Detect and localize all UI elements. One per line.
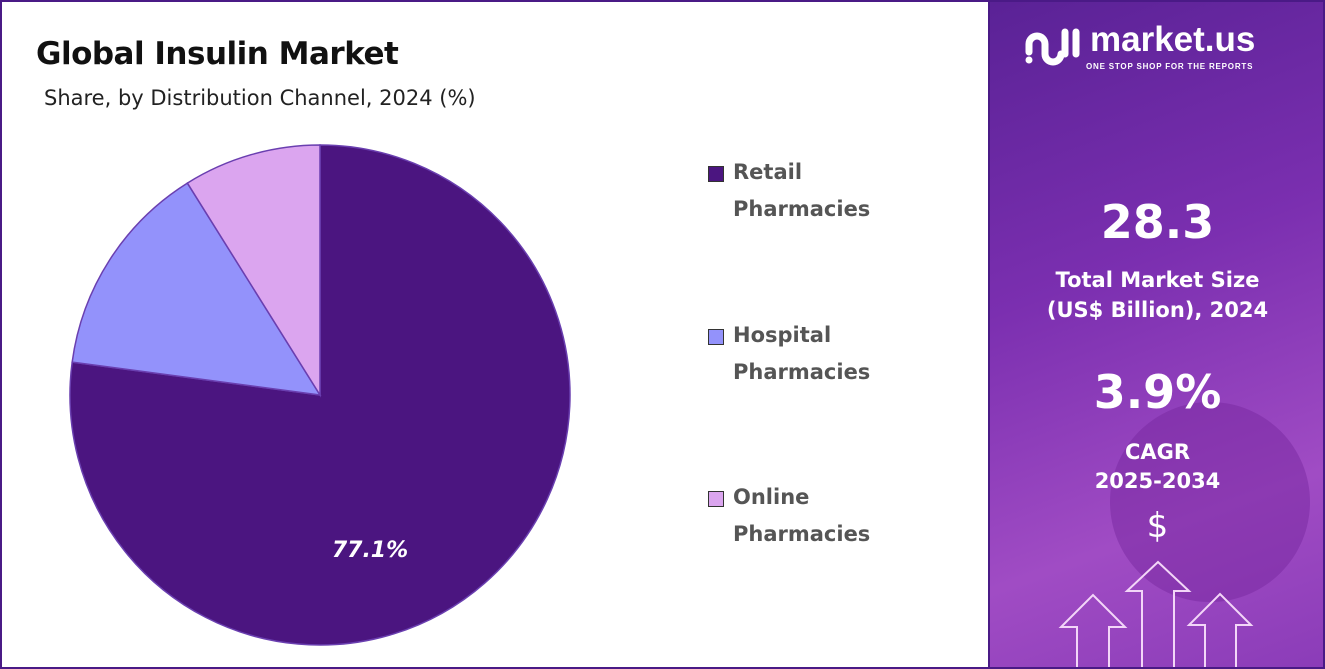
market-size-label: (US$ Billion), 2024: [1046, 298, 1269, 322]
logo-tagline: ONE STOP SHOP FOR THE REPORTS: [1086, 62, 1254, 71]
cagr-label: CAGR: [1124, 440, 1191, 464]
summary-panel: market.us ONE STOP SHOP FOR THE REPORTS …: [988, 2, 1323, 667]
chart-subtitle: Share, by Distribution Channel, 2024 (%): [44, 86, 476, 110]
legend-label: Pharmacies: [733, 522, 871, 546]
market-size-label: Total Market Size: [1055, 268, 1260, 292]
logo-text: market.us: [1090, 20, 1256, 59]
growth-arrows-icon: [1058, 560, 1254, 667]
legend-label: Pharmacies: [733, 360, 871, 384]
legend-swatch: [708, 166, 724, 182]
pie-slice-online-pharmacies: [186, 144, 321, 398]
chart-title: Global Insulin Market: [36, 36, 399, 72]
legend-item-retail: Retail Pharmacies: [708, 160, 923, 228]
legend-label: Retail: [733, 160, 803, 184]
background-decoration: [1110, 402, 1310, 602]
data-label: 77.1%: [332, 538, 408, 563]
market-us-logo: market.us ONE STOP SHOP FOR THE REPORTS: [1024, 20, 1255, 72]
dollar-icon: $: [1146, 506, 1169, 546]
cagr-value: 3.9%: [1093, 365, 1222, 419]
legend-swatch: [708, 329, 724, 345]
pie-slice-hospital-pharmacies: [71, 182, 322, 396]
pie-chart: 77.1%: [69, 144, 571, 646]
legend-label: Hospital: [733, 323, 832, 347]
legend-item-hospital: Hospital Pharmacies: [708, 323, 923, 391]
market-size-value: 28.3: [1100, 195, 1215, 249]
cagr-period: 2025-2034: [1094, 469, 1221, 493]
legend-label: Online: [733, 485, 810, 509]
legend-item-online: Online Pharmacies: [708, 485, 923, 553]
legend-label: Pharmacies: [733, 197, 871, 221]
logo-icon: [1025, 28, 1080, 66]
legend-swatch: [708, 491, 724, 507]
